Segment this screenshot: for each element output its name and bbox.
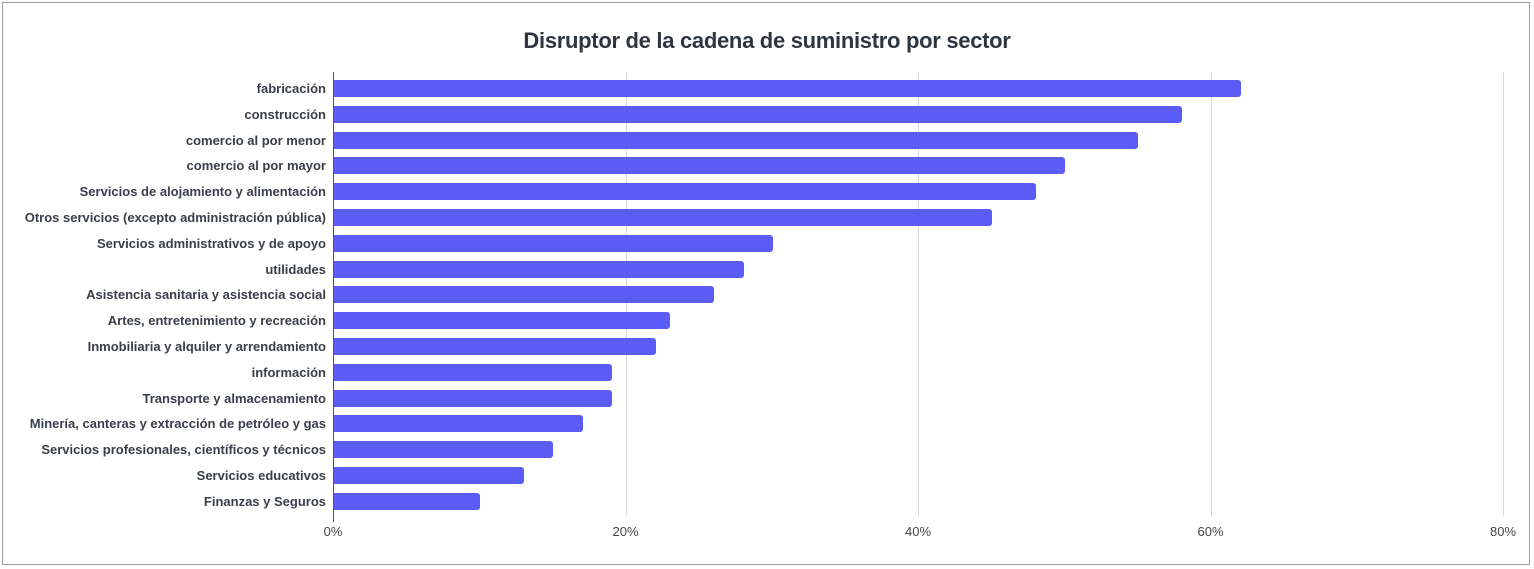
bar-row: comercio al por menor: [0, 131, 1534, 150]
bar-row: Otros servicios (excepto administración …: [0, 209, 1534, 227]
y-axis-line: [333, 72, 334, 522]
category-label: Artes, entretenimiento y recreación: [107, 313, 326, 329]
bar[interactable]: [334, 441, 554, 459]
x-tick-label: 80%: [1489, 524, 1517, 539]
category-label: Minería, canteras y extracción de petról…: [29, 416, 326, 432]
category-label: construcción: [244, 106, 326, 122]
bar[interactable]: [334, 131, 1139, 149]
bar-row: Artes, entretenimiento y recreación: [0, 312, 1534, 330]
bar[interactable]: [334, 105, 1183, 123]
bar[interactable]: [334, 312, 671, 330]
bar[interactable]: [334, 234, 773, 252]
category-label: Servicios profesionales, científicos y t…: [41, 442, 326, 458]
category-label: Finanzas y Seguros: [203, 493, 326, 509]
category-label: información: [251, 364, 326, 380]
x-tick-label: 60%: [1197, 524, 1224, 539]
category-label: Inmobiliaria y alquiler y arrendamiento: [87, 339, 326, 354]
bar-row: Servicios profesionales, científicos y t…: [0, 441, 1534, 459]
category-label: Otros servicios (excepto administración …: [24, 210, 326, 225]
category-label: Servicios administrativos y de apoyo: [96, 235, 326, 251]
category-label: comercio al por mayor: [186, 158, 326, 174]
bar-row: fabricación: [0, 80, 1534, 98]
bar-row: Inmobiliaria y alquiler y arrendamiento: [0, 338, 1534, 356]
bar[interactable]: [334, 286, 715, 304]
category-label: Servicios educativos: [196, 468, 326, 483]
bar[interactable]: [334, 389, 612, 407]
bar-row: Asistencia sanitaria y asistencia social: [0, 286, 1534, 304]
category-label: utilidades: [265, 261, 326, 277]
bar[interactable]: [334, 260, 744, 278]
bar-row: Transporte y almacenamiento: [0, 389, 1534, 408]
bar-row: Servicios de alojamiento y alimentación: [0, 183, 1534, 201]
bar[interactable]: [334, 363, 612, 381]
bar[interactable]: [334, 467, 525, 484]
bar-row: comercio al por mayor: [0, 157, 1534, 175]
bar-row: información: [0, 363, 1534, 382]
bar[interactable]: [334, 492, 481, 510]
category-label: comercio al por menor: [185, 132, 326, 148]
category-label: fabricación: [256, 81, 326, 96]
x-tick-label: 20%: [612, 524, 639, 539]
gridline: [1210, 72, 1212, 516]
bar[interactable]: [334, 80, 1241, 97]
gridline: [1503, 72, 1504, 516]
bar[interactable]: [334, 209, 993, 226]
x-tick-label: 40%: [904, 524, 932, 539]
gridline: [918, 72, 919, 516]
bar-row: construcción: [0, 105, 1534, 124]
bar-row: utilidades: [0, 260, 1534, 279]
bar-row: Minería, canteras y extracción de petról…: [0, 415, 1534, 433]
bar-row: Servicios administrativos y de apoyo: [0, 234, 1534, 253]
bar-row: Finanzas y Seguros: [0, 492, 1534, 511]
bar[interactable]: [334, 415, 583, 433]
bar-row: Servicios educativos: [0, 467, 1534, 485]
chart-title: Disruptor de la cadena de suministro por…: [523, 28, 1011, 53]
category-label: Transporte y almacenamiento: [142, 390, 326, 406]
bar[interactable]: [334, 157, 1066, 175]
bar[interactable]: [334, 338, 656, 355]
x-tick-label: 0%: [323, 524, 343, 539]
category-label: Servicios de alojamiento y alimentación: [79, 184, 326, 200]
category-label: Asistencia sanitaria y asistencia social: [86, 287, 326, 303]
bar[interactable]: [334, 183, 1036, 201]
